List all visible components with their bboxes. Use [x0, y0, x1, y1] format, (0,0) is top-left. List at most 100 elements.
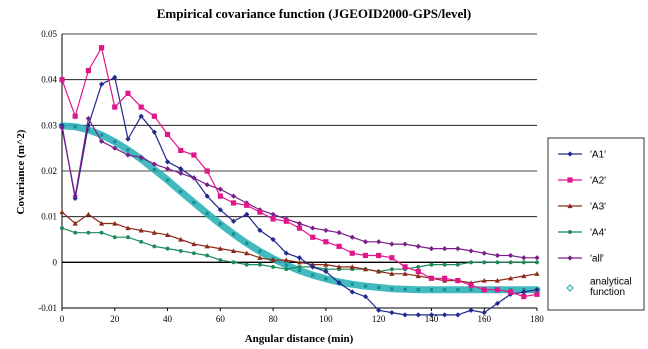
data-point: [403, 287, 407, 291]
data-point: [349, 289, 355, 295]
data-point: [125, 152, 131, 158]
data-point: [283, 250, 289, 256]
gridlines: [62, 33, 537, 309]
data-point: [428, 246, 435, 252]
data-point: [349, 264, 355, 269]
data-point: [336, 243, 342, 249]
data-point: [258, 249, 262, 253]
data-point: [521, 293, 527, 300]
data-point: [85, 67, 91, 74]
data-point: [85, 211, 91, 217]
data-point: [204, 182, 210, 188]
data-point: [178, 248, 183, 253]
data-point: [415, 312, 421, 318]
data-point: [126, 235, 130, 240]
y-tick-label: 0.03: [41, 120, 57, 130]
data-point: [204, 193, 210, 199]
data-point: [60, 226, 64, 231]
data-point: [204, 243, 210, 249]
data-point: [481, 287, 487, 293]
data-point: [323, 262, 329, 267]
series-group: [58, 45, 541, 318]
data-point: [336, 230, 342, 236]
data-point: [389, 267, 394, 272]
data-point: [296, 259, 303, 265]
data-point: [508, 252, 514, 259]
data-point: [270, 216, 276, 222]
data-point: [389, 271, 395, 276]
data-point: [99, 230, 104, 235]
data-point: [284, 267, 289, 272]
legend-item: 'A3': [558, 202, 606, 213]
data-point: [468, 248, 474, 254]
data-point: [125, 136, 131, 142]
data-point: [217, 246, 223, 251]
data-point: [376, 307, 382, 313]
data-point: [270, 211, 276, 217]
data-point: [112, 220, 118, 226]
data-point: [390, 287, 394, 291]
data-point: [362, 266, 369, 272]
data-point: [362, 252, 369, 259]
legend-item: analytical function: [566, 277, 632, 298]
data-point: [389, 255, 395, 261]
y-tick-label: 0.01: [41, 212, 57, 222]
data-point: [73, 230, 78, 235]
data-point: [257, 209, 263, 215]
data-point: [151, 161, 157, 167]
data-point: [429, 262, 434, 267]
x-tick-label: 160: [477, 314, 491, 324]
data-point: [469, 288, 473, 292]
data-point: [481, 309, 487, 316]
data-point: [244, 211, 250, 217]
data-point: [362, 239, 369, 245]
data-point: [336, 264, 342, 269]
data-point: [323, 268, 329, 275]
data-point: [191, 251, 196, 256]
legend-item: 'all': [558, 254, 604, 265]
legend-label: 'all': [590, 254, 604, 265]
data-point: [164, 159, 171, 165]
data-point: [323, 227, 329, 233]
x-tick-label: 80: [269, 314, 279, 324]
data-point: [72, 220, 78, 226]
data-point: [481, 250, 487, 256]
series-1: [59, 45, 540, 300]
series-line: [61, 76, 538, 316]
data-point: [455, 278, 461, 284]
data-point: [521, 273, 527, 279]
data-point: [59, 209, 65, 215]
y-axis-label: Covariance (m^2): [15, 129, 27, 214]
data-point: [112, 145, 118, 151]
data-point: [112, 104, 118, 110]
data-point: [402, 271, 408, 276]
data-point: [244, 202, 250, 208]
data-point: [428, 312, 435, 318]
data-point: [494, 300, 501, 307]
y-tick-label: 0.04: [41, 75, 57, 85]
data-point: [494, 287, 501, 293]
data-point: [112, 235, 117, 240]
data-point: [126, 148, 130, 152]
data-point: [363, 284, 368, 288]
data-point: [217, 186, 223, 192]
data-point: [297, 268, 302, 273]
data-point: [151, 113, 157, 119]
data-point: [112, 74, 118, 80]
data-point: [231, 260, 236, 265]
data-point: [455, 262, 460, 267]
data-point: [402, 241, 408, 247]
data-point: [534, 287, 540, 293]
x-tick-label: 180: [530, 314, 544, 324]
data-point: [389, 241, 395, 247]
series-3: [60, 226, 539, 274]
data-point: [245, 241, 249, 245]
data-point: [59, 77, 65, 83]
data-point: [98, 138, 105, 144]
data-point: [362, 293, 369, 300]
data-point: [138, 104, 144, 110]
data-point: [164, 232, 171, 238]
data-point: [257, 255, 263, 260]
